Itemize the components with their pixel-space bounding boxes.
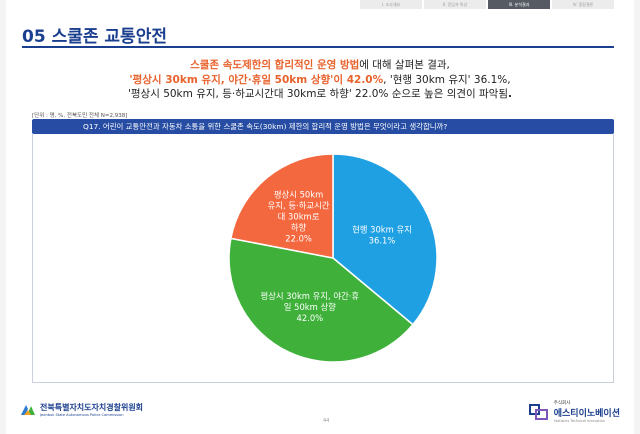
summary-line-3: '평상시 50km 유지, 등·하교시간대 30km로 하향' 22.0% 순으… [6, 87, 634, 102]
summary-line-1: 스쿨존 속도제한의 합리적인 운영 방법에 대해 살펴본 결과, [6, 58, 634, 73]
tab-analysis-results[interactable]: III. 분석결과 [488, 0, 550, 9]
title-divider [22, 46, 614, 48]
pie-slice [228, 237, 414, 363]
company-type: 주식회사 [553, 401, 571, 406]
page-title: 05 스쿨존 교통안전 [22, 27, 167, 47]
commission-name-en: Jeonbuk State Autonomous Police Commissi… [40, 413, 124, 417]
summary-highlight: '평상시 30km 유지, 야간·휴일 50km 상향'이 42.0% [129, 73, 384, 86]
tab-conclusion[interactable]: IV. 종합결론 [552, 0, 614, 9]
section-tabs: I. 조사개요 II. 응답자 특성 III. 분석결과 IV. 종합결론 [360, 0, 614, 9]
question-header: Q17. 어린이 교통안전과 자동차 소통을 위한 스쿨존 속도(30km) 제… [32, 119, 614, 134]
summary-period: . [508, 88, 513, 100]
company-name: 에스티이노베이션 [553, 409, 620, 419]
pie-slice-label: 현행 30km 유지 36.1% [352, 225, 412, 246]
chart-panel: 현행 30km 유지 36.1% 평상시 30km 유지, 야간·휴 일 50km 상… [32, 134, 614, 383]
pie-slice [229, 153, 334, 259]
page-number: 44 [323, 418, 330, 424]
tab-survey-overview[interactable]: I. 조사개요 [360, 0, 422, 9]
summary-text-part: 에 대해 살펴본 결과, [359, 59, 450, 71]
pie-slice-label: 평상시 30km 유지, 야간·휴 일 50km 상향 42.0% [261, 291, 360, 323]
pie-chart: 현행 30km 유지 36.1% 평상시 30km 유지, 야간·휴 일 50km 상… [228, 153, 438, 363]
pie-slice-label: 평상시 50km 유지, 등·하교시간 대 30km로 하향 22.0% [268, 189, 330, 243]
unit-note: [단위 : 명, %, 전북도민 전체 N=2,938] [32, 113, 128, 119]
summary-highlight: 스쿨존 속도제한의 합리적인 운영 방법 [190, 59, 360, 71]
summary-line-2: '평상시 30km 유지, 야간·휴일 50km 상향'이 42.0%, '현행… [6, 73, 634, 88]
summary-text-part: '평상시 50km 유지, 등·하교시간대 30km로 하향' 22.0% 순으… [127, 88, 509, 100]
report-page: I. 조사개요 II. 응답자 특성 III. 분석결과 IV. 종합결론 05… [6, 0, 634, 434]
company-name-en: Statistics Technical Innovation [553, 419, 605, 423]
summary-text-part: , '현행 30km 유지' 36.1%, [383, 73, 511, 86]
commission-logo: 전북특별자치도자치경찰위원회 Jeonbuk State Autonomous … [20, 402, 143, 417]
company-logo: 주식회사 에스티이노베이션 Statistics Technical Innov… [528, 400, 620, 423]
commission-name: 전북특별자치도자치경찰위원회 [40, 403, 144, 412]
pie-slice [332, 153, 438, 326]
summary-text: 스쿨존 속도제한의 합리적인 운영 방법에 대해 살펴본 결과, '평상시 30… [6, 58, 634, 102]
tab-respondent-characteristics[interactable]: II. 응답자 특성 [424, 0, 486, 9]
commission-emblem-icon [21, 404, 35, 415]
company-emblem-icon [528, 403, 548, 420]
